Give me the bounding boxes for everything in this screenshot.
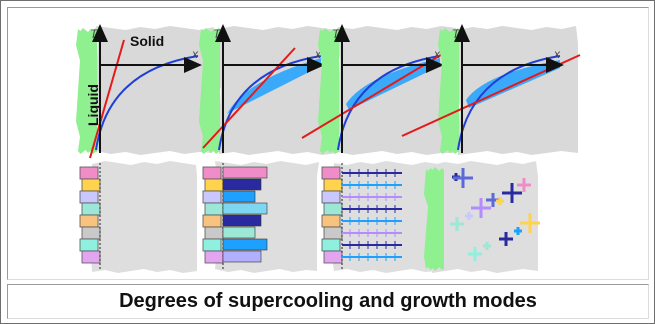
t-axis-label: T (213, 27, 222, 41)
undercooled-region (227, 58, 321, 114)
grain (323, 250, 343, 264)
grain (79, 214, 99, 228)
t-axis-label: T (332, 27, 341, 41)
grain (79, 166, 99, 180)
grain (204, 202, 224, 216)
grain (321, 166, 341, 180)
columnar-grain (222, 214, 262, 227)
grain (202, 166, 222, 180)
x-axis-label: x (191, 47, 199, 61)
panel-2: Tx (199, 24, 338, 273)
grain (323, 202, 343, 216)
grain (81, 178, 101, 192)
t-axis-label: T (90, 27, 99, 41)
t-axis-label: T (452, 27, 461, 41)
columnar-grain (222, 190, 256, 203)
liquid-zone (199, 28, 221, 154)
columnar-grain (222, 226, 256, 239)
grain (321, 190, 341, 204)
grain (202, 238, 222, 252)
grain (204, 250, 224, 264)
grain (204, 178, 224, 192)
grain (321, 238, 341, 252)
grain (323, 226, 343, 240)
graph-background (336, 26, 456, 155)
liquid-zone (424, 167, 444, 271)
microstructure-background (430, 161, 538, 273)
x-axis-label: x (553, 47, 561, 61)
columnar-grain (222, 238, 268, 251)
grain (81, 226, 101, 240)
grain (81, 202, 101, 216)
panel-3: Tx (301, 24, 456, 273)
grain (202, 214, 222, 228)
grain (321, 214, 341, 228)
columnar-grain (222, 166, 268, 179)
liquid-zone (76, 28, 98, 154)
columnar-grain (222, 202, 268, 215)
graph-background (456, 26, 578, 155)
grain (323, 178, 343, 192)
liquid-zone (438, 28, 460, 154)
figure-caption: Degrees of supercooling and growth modes (119, 290, 537, 312)
solid-label: Solid (130, 33, 164, 49)
panel-4: Tx (401, 24, 581, 273)
temperature-gradient-line (89, 39, 125, 159)
grain (79, 238, 99, 252)
caption-cell: Degrees of supercooling and growth modes (7, 284, 649, 319)
temperature-gradient-line (301, 52, 445, 139)
columnar-grain (222, 178, 262, 191)
grain (204, 226, 224, 240)
liquid-zone (318, 28, 340, 154)
x-axis-label: x (433, 47, 441, 61)
liquid-label: Liquid (85, 84, 101, 126)
panel-1: Tx (76, 24, 214, 273)
columnar-grain (222, 250, 262, 263)
microstructure-background (90, 161, 197, 273)
grain (81, 250, 101, 264)
x-axis-label: x (314, 47, 322, 61)
grain (202, 190, 222, 204)
grain (79, 190, 99, 204)
